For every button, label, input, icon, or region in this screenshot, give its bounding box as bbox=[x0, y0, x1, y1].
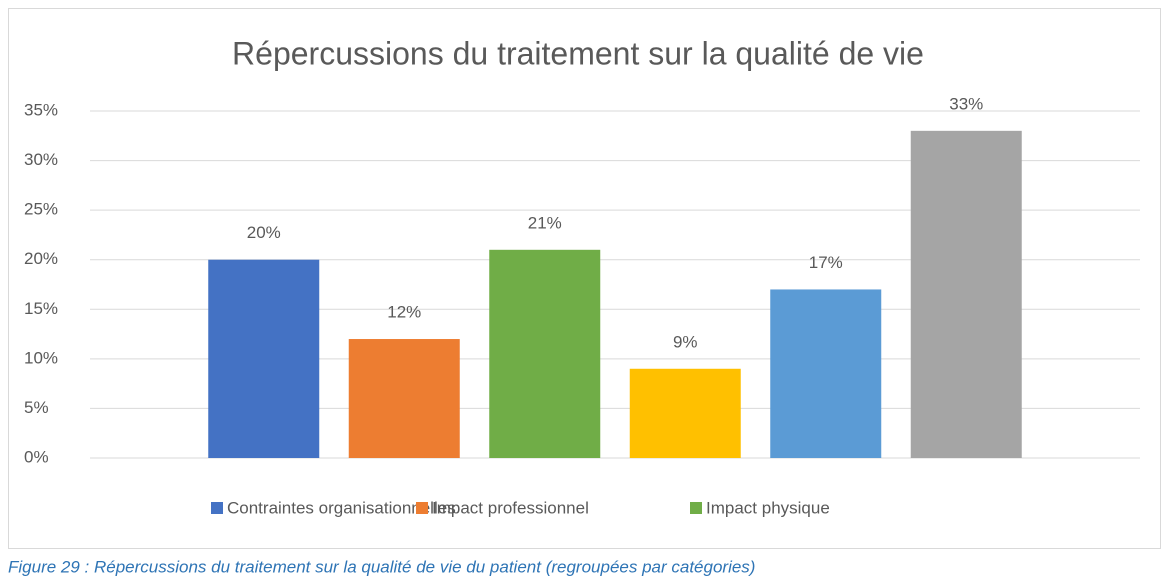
chart-title: Répercussions du traitement sur la quali… bbox=[232, 35, 924, 71]
legend-swatch bbox=[690, 502, 702, 514]
legend-swatch bbox=[416, 502, 428, 514]
data-label: 17% bbox=[809, 253, 843, 272]
legend-label: Impact physique bbox=[706, 498, 830, 517]
legend-label: Impact professionnel bbox=[432, 498, 589, 517]
y-tick-label: 5% bbox=[24, 398, 49, 417]
data-label: 33% bbox=[949, 94, 983, 113]
y-tick-label: 15% bbox=[24, 299, 58, 318]
bar bbox=[348, 339, 460, 458]
y-tick-label: 35% bbox=[24, 100, 58, 119]
y-tick-label: 0% bbox=[24, 447, 49, 466]
data-label: 20% bbox=[247, 223, 281, 242]
data-label: 9% bbox=[673, 332, 698, 351]
legend-label: Contraintes organisationnelles bbox=[227, 498, 456, 517]
bar bbox=[208, 259, 320, 458]
caption: Figure 29 : Répercussions du traitement … bbox=[8, 557, 755, 576]
bar bbox=[910, 130, 1022, 459]
y-tick-label: 10% bbox=[24, 348, 58, 367]
bar bbox=[489, 249, 601, 458]
data-label: 21% bbox=[528, 213, 562, 232]
y-tick-label: 25% bbox=[24, 200, 58, 219]
y-tick-label: 20% bbox=[24, 249, 58, 268]
data-label: 12% bbox=[387, 303, 421, 322]
bar bbox=[770, 289, 882, 458]
legend-swatch bbox=[211, 502, 223, 514]
bar bbox=[629, 368, 741, 458]
y-tick-label: 30% bbox=[24, 150, 58, 169]
